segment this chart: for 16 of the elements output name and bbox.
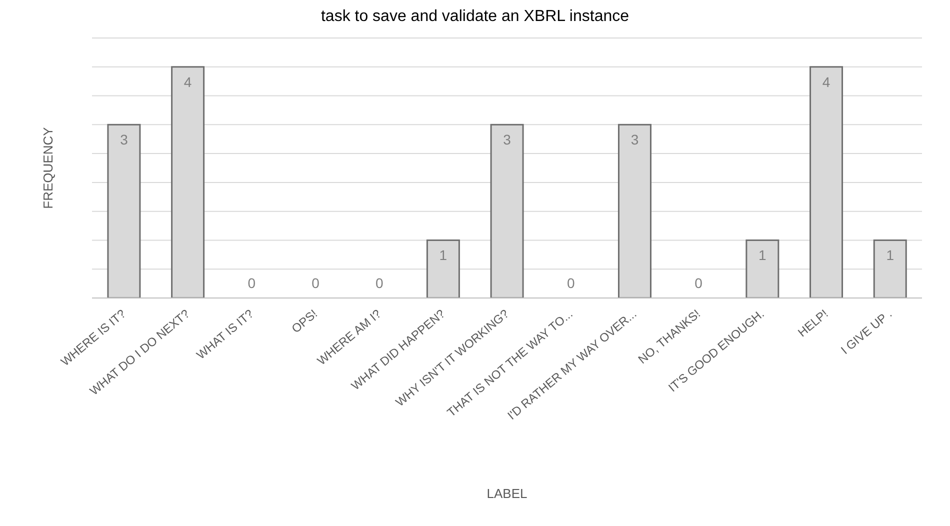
data-label: 0	[375, 275, 384, 291]
x-axis-title: LABEL	[486, 486, 528, 501]
data-label: 0	[694, 275, 703, 291]
y-axis-title: FREQUENCY	[40, 126, 56, 209]
data-label: 0	[566, 275, 575, 291]
data-label: 0	[248, 275, 256, 291]
chart-title: task to save and validate an XBRL instance	[320, 8, 630, 27]
data-label: 1	[886, 247, 894, 264]
data-label: 1	[439, 247, 448, 264]
data-label: 3	[630, 132, 639, 148]
data-label: 4	[822, 74, 830, 90]
data-label: 1	[758, 247, 767, 264]
data-label: 0	[312, 275, 320, 291]
data-label: 3	[503, 132, 512, 148]
data-label: 4	[184, 74, 192, 90]
data-label: 3	[120, 132, 128, 148]
